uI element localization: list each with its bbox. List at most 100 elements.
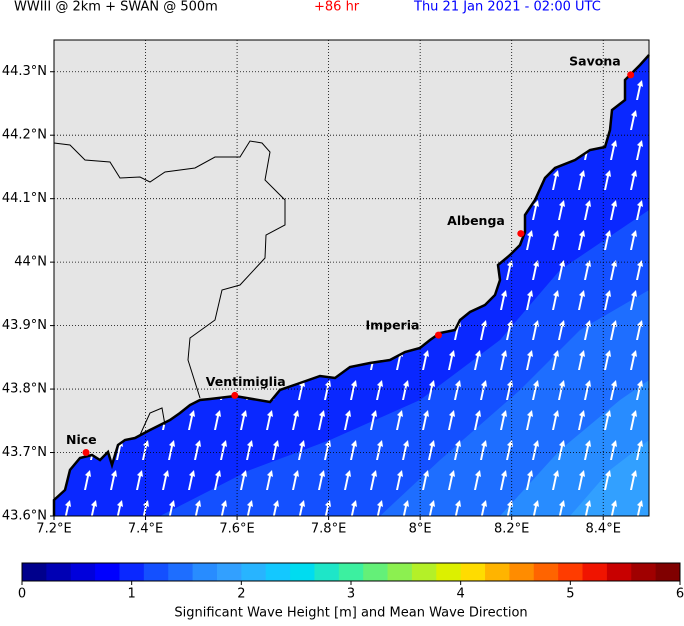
wave-arrow	[474, 470, 481, 490]
wave-arrow	[454, 380, 461, 400]
wave-arrow	[630, 470, 637, 490]
wave-arrow	[526, 290, 533, 310]
x-tick-label: 7.6°E	[219, 522, 254, 537]
y-tick-label: 43.6°N	[2, 509, 47, 524]
wave-arrow	[500, 350, 507, 370]
wave-arrow	[630, 230, 637, 250]
wave-arrow	[552, 410, 559, 430]
wave-arrow	[630, 170, 637, 190]
x-tick-label: 8.4°E	[586, 522, 621, 537]
wave-arrow	[474, 410, 481, 430]
y-tick-label: 44.2°N	[2, 128, 47, 143]
wave-arrow	[266, 470, 273, 490]
wave-arrow	[578, 410, 585, 430]
wave-arrow	[110, 470, 117, 490]
wave-arrow	[292, 410, 299, 430]
colorbar-segment	[533, 563, 559, 581]
wave-arrow	[506, 320, 513, 340]
wave-arrow	[220, 500, 227, 516]
wave-arrow	[188, 410, 195, 430]
wave-arrow	[272, 500, 279, 516]
wave-arrow	[552, 350, 559, 370]
wave-arrow	[298, 380, 305, 400]
colorbar-tick-label: 4	[457, 587, 465, 602]
x-tick-label: 7.2°E	[36, 522, 71, 537]
wave-arrow	[526, 230, 533, 250]
wave-arrow	[454, 440, 461, 460]
wave-arrow	[370, 470, 377, 490]
wave-arrow	[324, 380, 331, 400]
wave-arrow	[402, 440, 409, 460]
wave-arrow	[526, 470, 533, 490]
colorbar-segment	[631, 563, 657, 581]
wave-arrow	[552, 290, 559, 310]
wave-arrow	[558, 380, 565, 400]
colorbar-tick-label: 0	[18, 587, 26, 602]
wave-arrow	[214, 470, 221, 490]
wave-arrow	[552, 230, 559, 250]
colorbar-segment	[485, 563, 510, 581]
colorbar-segment	[338, 563, 364, 581]
wave-arrow	[558, 500, 565, 516]
header-model: WWIII @ 2km + SWAN @ 500m	[14, 0, 218, 15]
wave-arrow	[604, 230, 611, 250]
wave-arrow	[610, 140, 617, 160]
colorbar-tick-label: 5	[566, 587, 574, 602]
wave-arrow	[532, 320, 539, 340]
colorbar-label: Significant Wave Height [m] and Mean Wav…	[174, 606, 527, 621]
header-valid: Thu 21 Jan 2021 - 02:00 UTC	[413, 0, 601, 15]
wave-arrow	[578, 350, 585, 370]
wave-arrow	[526, 350, 533, 370]
wave-arrow	[292, 470, 299, 490]
wave-arrow	[630, 410, 637, 430]
wave-arrow	[422, 470, 429, 490]
x-tick-label: 8.2°E	[494, 522, 529, 537]
wave-arrow	[630, 290, 637, 310]
wave-arrow	[610, 500, 617, 516]
x-tick-label: 7.8°E	[311, 522, 346, 537]
wave-arrow	[584, 500, 591, 516]
wave-arrow	[422, 410, 429, 430]
colorbar-segment	[192, 563, 218, 581]
city-marker	[82, 449, 90, 457]
wave-arrow	[636, 440, 643, 460]
wave-arrow	[220, 440, 227, 460]
colorbar-segment	[143, 563, 169, 581]
wave-arrow	[558, 440, 565, 460]
wave-arrow	[240, 410, 247, 430]
wave-arrow	[532, 380, 539, 400]
wave-arrow	[506, 500, 513, 516]
wave-arrow	[324, 440, 331, 460]
plot-frame	[53, 39, 650, 517]
wave-arrow	[610, 200, 617, 220]
wave-arrow	[428, 440, 435, 460]
wave-arrow	[370, 410, 377, 430]
wave-arrow	[214, 410, 221, 430]
colorbar-segment	[22, 563, 47, 581]
colorbar-segment	[119, 563, 145, 581]
wave-arrow	[168, 500, 175, 516]
y-tick-label: 44.3°N	[2, 64, 47, 79]
wave-arrow	[396, 470, 403, 490]
wave-arrow	[506, 380, 513, 400]
wave-arrow	[84, 470, 91, 490]
city-label: Ventimiglia	[206, 374, 286, 389]
wave-arrow	[396, 410, 403, 430]
wave-arrow	[350, 500, 357, 516]
wave-arrow	[454, 500, 461, 516]
city-label: Imperia	[365, 318, 419, 333]
wave-arrow	[500, 410, 507, 430]
colorbar-segment	[46, 563, 72, 581]
wave-arrow	[480, 500, 487, 516]
wave-arrow	[266, 410, 273, 430]
wave-arrow	[584, 200, 591, 220]
border	[139, 407, 166, 436]
wave-arrow	[610, 320, 617, 340]
wave-arrow	[636, 80, 643, 100]
wave-arrow	[474, 350, 481, 370]
wave-arrow	[298, 500, 305, 516]
wave-arrow	[246, 500, 253, 516]
wave-arrow	[448, 410, 455, 430]
wave-arrow	[630, 350, 637, 370]
wave-arrow	[610, 260, 617, 280]
